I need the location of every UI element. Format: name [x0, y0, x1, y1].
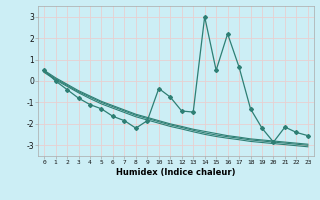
X-axis label: Humidex (Indice chaleur): Humidex (Indice chaleur)	[116, 168, 236, 177]
